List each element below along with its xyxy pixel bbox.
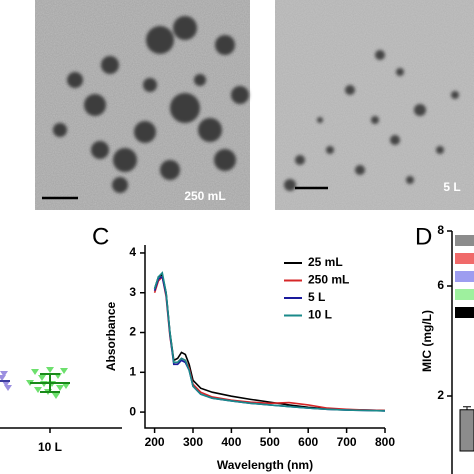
y-axis-label: Absorbance	[104, 302, 118, 372]
y-tick-label: 6	[437, 278, 444, 292]
strip-point	[0, 371, 8, 377]
tem-image	[35, 0, 250, 210]
axes	[144, 245, 385, 429]
strip-point	[34, 387, 42, 393]
legend-label: 10 L	[308, 308, 332, 322]
legend-swatch	[455, 235, 474, 246]
strip-point	[46, 367, 54, 373]
series-line	[153, 275, 386, 412]
image-label: 250 mL	[184, 189, 225, 203]
strip-point	[62, 383, 70, 389]
strip-point	[0, 375, 6, 381]
y-tick-label: 1	[129, 364, 136, 378]
y-tick-label: 0	[129, 404, 136, 418]
x-tick-label: 300	[183, 435, 203, 449]
legend-swatch	[455, 307, 474, 318]
x-tick-label: 400	[221, 435, 241, 449]
y-axis-label: MIC (mg/L)	[420, 310, 434, 372]
y-tick-label: 3	[129, 285, 136, 299]
legend-label: 250 mL	[308, 273, 349, 287]
panel-label: D	[415, 223, 432, 250]
x-tick-label: 800	[375, 435, 395, 449]
bar-cap	[463, 406, 471, 410]
x-tick-label: 10 L	[38, 440, 62, 454]
y-tick-label: 4	[129, 245, 136, 259]
bar	[459, 409, 474, 452]
strip-point	[60, 368, 68, 374]
series-line	[153, 271, 386, 412]
series-line	[153, 275, 386, 412]
legend-label: 25 mL	[308, 255, 343, 269]
legend-swatch	[455, 289, 474, 300]
strip-error	[40, 373, 60, 393]
x-tick-label: 700	[337, 435, 357, 449]
strip-point	[4, 385, 12, 391]
x-tick-label: 500	[260, 435, 280, 449]
image-label: 5 L	[443, 180, 460, 194]
strip-point	[2, 381, 10, 387]
legend-swatch	[455, 271, 474, 282]
legend-swatch	[455, 253, 474, 264]
x-tick-label: 200	[145, 435, 165, 449]
strip-point	[38, 375, 46, 381]
series-line	[153, 273, 386, 412]
y-tick-label: 8	[437, 223, 444, 237]
strip-point	[31, 369, 39, 375]
x-axis-label: Wavelength (nm)	[217, 458, 313, 472]
strip-point	[52, 393, 60, 399]
x-tick-label: 600	[298, 435, 318, 449]
panel-label: C	[92, 223, 109, 250]
y-tick-label: 2	[129, 325, 136, 339]
tem-image	[275, 0, 474, 210]
legend-label: 5 L	[308, 290, 325, 304]
y-tick-label: 2	[437, 388, 444, 402]
strip-point	[56, 385, 64, 391]
